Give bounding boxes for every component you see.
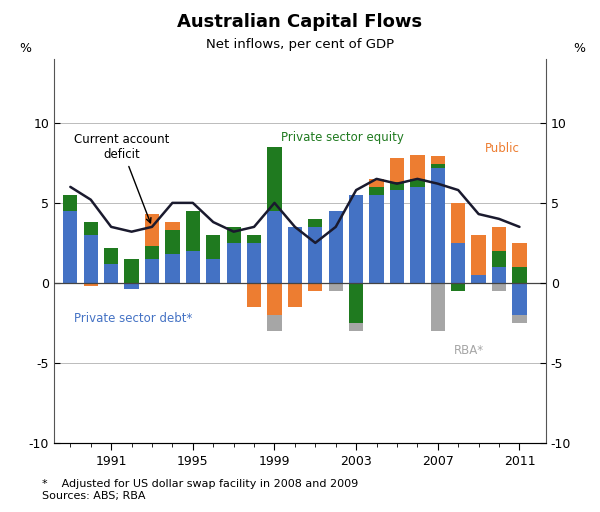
Bar xyxy=(83,283,98,286)
Bar xyxy=(451,203,466,243)
Bar xyxy=(390,182,404,190)
Bar xyxy=(512,283,527,315)
Text: Australian Capital Flows: Australian Capital Flows xyxy=(178,13,422,31)
Bar xyxy=(185,251,200,283)
Bar xyxy=(83,222,98,235)
Bar xyxy=(492,283,506,291)
Bar xyxy=(145,259,159,283)
Bar xyxy=(349,283,363,323)
Bar xyxy=(247,283,261,307)
Bar xyxy=(308,227,322,283)
Bar xyxy=(185,211,200,251)
Bar xyxy=(349,195,363,283)
Bar xyxy=(165,254,179,283)
Bar xyxy=(227,243,241,283)
Text: Net inflows, per cent of GDP: Net inflows, per cent of GDP xyxy=(206,38,394,51)
Bar xyxy=(410,155,425,179)
Bar xyxy=(63,211,77,283)
Bar xyxy=(492,267,506,283)
Bar xyxy=(268,315,281,331)
Bar xyxy=(329,283,343,291)
Bar xyxy=(492,251,506,267)
Bar xyxy=(288,283,302,307)
Bar xyxy=(451,243,466,283)
Text: *    Adjusted for US dollar swap facility in 2008 and 2009
Sources: ABS; RBA: * Adjusted for US dollar swap facility i… xyxy=(42,479,358,501)
Bar xyxy=(431,283,445,331)
Bar xyxy=(104,264,118,283)
Bar xyxy=(431,157,445,164)
Bar xyxy=(329,211,343,283)
Bar xyxy=(472,275,486,283)
Bar xyxy=(451,283,466,291)
Bar xyxy=(349,323,363,331)
Bar xyxy=(308,219,322,227)
Bar xyxy=(124,283,139,289)
Text: %: % xyxy=(573,42,585,55)
Bar xyxy=(370,187,384,195)
Bar xyxy=(247,235,261,243)
Bar xyxy=(145,214,159,246)
Bar xyxy=(268,211,281,283)
Bar xyxy=(124,259,139,283)
Bar xyxy=(472,235,486,275)
Text: RBA*: RBA* xyxy=(454,344,484,357)
Bar xyxy=(288,227,302,283)
Bar xyxy=(145,246,159,259)
Bar xyxy=(390,190,404,283)
Bar xyxy=(165,222,179,230)
Bar xyxy=(308,283,322,291)
Bar xyxy=(492,227,506,251)
Bar xyxy=(206,235,220,259)
Text: %: % xyxy=(20,42,32,55)
Bar xyxy=(390,158,404,182)
Bar xyxy=(410,187,425,283)
Bar xyxy=(512,243,527,267)
Bar xyxy=(370,195,384,283)
Bar xyxy=(268,283,281,315)
Bar xyxy=(431,164,445,168)
Bar xyxy=(247,243,261,283)
Bar xyxy=(512,267,527,283)
Bar xyxy=(431,168,445,283)
Text: Private sector equity: Private sector equity xyxy=(281,131,403,144)
Bar xyxy=(410,179,425,187)
Text: Private sector debt*: Private sector debt* xyxy=(74,312,193,325)
Bar xyxy=(370,179,384,187)
Bar xyxy=(512,315,527,323)
Bar xyxy=(268,147,281,211)
Bar xyxy=(206,259,220,283)
Text: Current account
deficit: Current account deficit xyxy=(74,133,169,223)
Bar xyxy=(63,195,77,211)
Bar xyxy=(165,230,179,254)
Text: Public: Public xyxy=(485,142,520,155)
Bar xyxy=(83,235,98,283)
Bar xyxy=(104,248,118,264)
Bar xyxy=(227,227,241,243)
